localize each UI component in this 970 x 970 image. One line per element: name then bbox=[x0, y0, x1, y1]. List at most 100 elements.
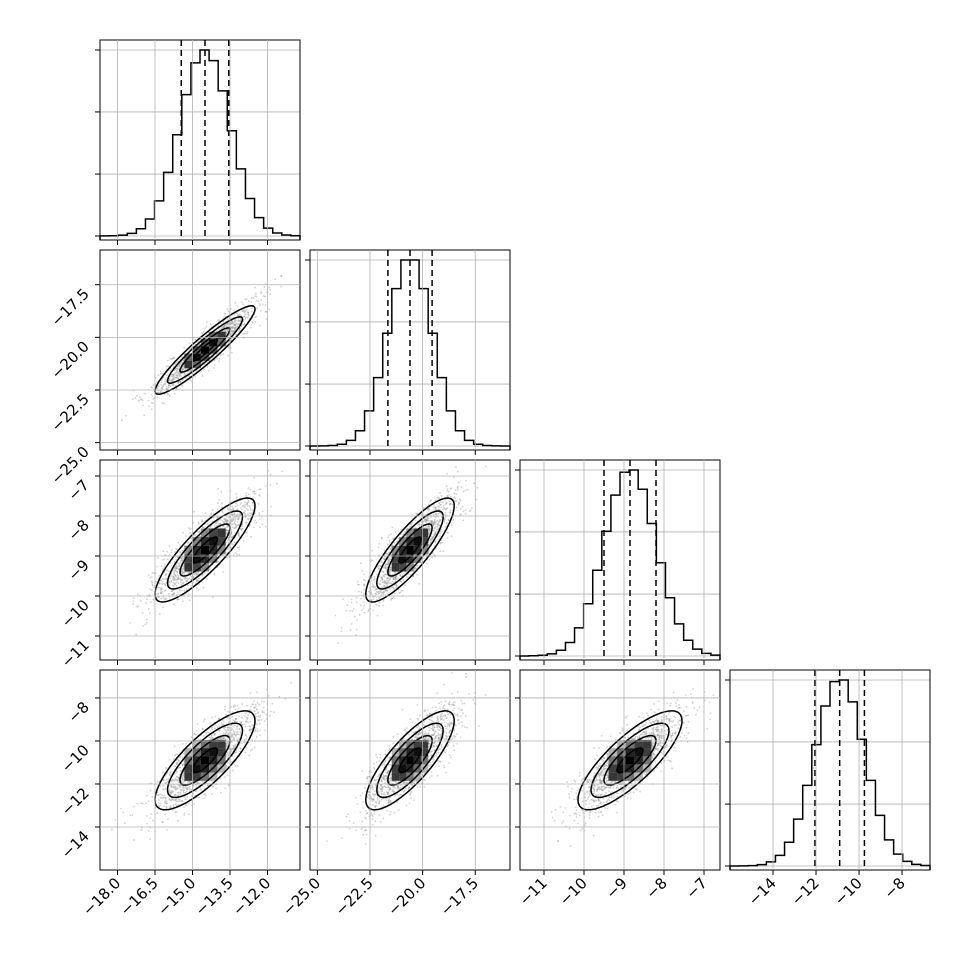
sample-point bbox=[182, 384, 184, 387]
sample-point bbox=[230, 326, 233, 329]
sample-point bbox=[221, 327, 224, 329]
sample-point bbox=[198, 583, 201, 586]
sample-point bbox=[181, 368, 183, 371]
sample-point bbox=[212, 596, 214, 599]
sample-point bbox=[249, 326, 252, 329]
sample-point bbox=[257, 502, 260, 505]
sample-point bbox=[257, 715, 260, 718]
sample-point bbox=[245, 531, 247, 534]
sample-point bbox=[171, 378, 174, 380]
sample-point bbox=[345, 609, 348, 612]
sample-point bbox=[156, 565, 159, 568]
sample-point bbox=[152, 598, 155, 601]
sample-point bbox=[171, 384, 174, 387]
sample-point bbox=[389, 541, 391, 544]
sample-point bbox=[170, 551, 173, 554]
sample-point bbox=[178, 365, 180, 368]
sample-point bbox=[280, 274, 282, 277]
sample-point bbox=[269, 473, 272, 476]
sample-point bbox=[230, 330, 233, 332]
sample-point bbox=[464, 489, 466, 492]
sample-point bbox=[162, 550, 165, 553]
sample-point bbox=[175, 376, 177, 379]
sample-point bbox=[225, 331, 228, 334]
sample-point bbox=[377, 546, 380, 549]
sample-point bbox=[190, 578, 193, 581]
sample-point bbox=[239, 506, 242, 509]
sample-point bbox=[169, 380, 172, 383]
sample-point bbox=[274, 278, 277, 281]
sample-point bbox=[254, 316, 256, 319]
sample-point bbox=[234, 324, 237, 326]
sample-point bbox=[175, 374, 178, 377]
sample-point bbox=[230, 322, 232, 325]
sample-point bbox=[223, 326, 226, 329]
sample-point bbox=[149, 817, 152, 819]
sample-point bbox=[393, 592, 396, 595]
sample-point bbox=[188, 527, 190, 530]
sample-point bbox=[178, 374, 181, 377]
sample-point bbox=[230, 536, 233, 539]
sample-point bbox=[224, 787, 227, 790]
sample-point bbox=[179, 551, 182, 554]
sample-point bbox=[446, 537, 449, 539]
sample-point bbox=[181, 372, 184, 375]
sample-point bbox=[180, 560, 182, 562]
sample-point bbox=[172, 375, 175, 377]
sample-point bbox=[172, 593, 175, 596]
sample-point bbox=[150, 589, 153, 592]
sample-point bbox=[280, 285, 283, 288]
sample-point bbox=[235, 496, 238, 499]
sample-point bbox=[195, 579, 198, 582]
sample-point bbox=[176, 598, 179, 601]
sample-point bbox=[230, 326, 232, 329]
sample-point bbox=[141, 399, 144, 402]
histogram-line bbox=[519, 469, 721, 660]
sample-point bbox=[175, 570, 178, 573]
sample-point bbox=[233, 309, 235, 312]
sample-point bbox=[148, 405, 151, 407]
sample-point bbox=[234, 319, 237, 322]
sample-point bbox=[243, 506, 246, 508]
sample-point bbox=[171, 549, 173, 552]
sample-point bbox=[177, 577, 180, 580]
sample-point bbox=[270, 505, 272, 508]
sample-point bbox=[245, 298, 248, 301]
sample-point bbox=[355, 628, 358, 631]
sample-point bbox=[261, 523, 264, 526]
sample-point bbox=[233, 323, 236, 326]
sample-point bbox=[167, 386, 170, 389]
sample-point bbox=[261, 303, 264, 306]
sample-point bbox=[174, 368, 177, 371]
y-tick-label: −7 bbox=[64, 476, 92, 504]
sample-point bbox=[358, 613, 361, 616]
sample-point bbox=[268, 286, 270, 289]
sample-point bbox=[462, 491, 465, 493]
sample-point bbox=[157, 586, 160, 589]
sample-point bbox=[165, 387, 168, 390]
sample-point bbox=[439, 491, 441, 494]
sample-point bbox=[355, 596, 358, 599]
panel-frame bbox=[99, 39, 301, 241]
sample-point bbox=[223, 312, 226, 315]
sample-point bbox=[236, 546, 239, 549]
sample-point bbox=[235, 312, 238, 315]
sample-point bbox=[243, 511, 245, 514]
sample-point bbox=[180, 384, 183, 387]
sample-point bbox=[220, 491, 223, 494]
sample-point bbox=[459, 508, 462, 510]
sample-point bbox=[227, 323, 230, 326]
sample-point bbox=[247, 300, 250, 303]
sample-point bbox=[243, 504, 245, 507]
sample-point bbox=[260, 309, 262, 312]
sample-point bbox=[168, 379, 171, 382]
sample-point bbox=[161, 590, 164, 593]
sample-point bbox=[453, 492, 456, 495]
sample-point bbox=[205, 325, 208, 328]
sample-point bbox=[243, 310, 246, 312]
sample-point bbox=[234, 505, 237, 507]
sample-point bbox=[378, 605, 380, 608]
sample-point bbox=[232, 325, 235, 328]
sample-point bbox=[157, 374, 160, 377]
sample-point bbox=[247, 517, 250, 520]
